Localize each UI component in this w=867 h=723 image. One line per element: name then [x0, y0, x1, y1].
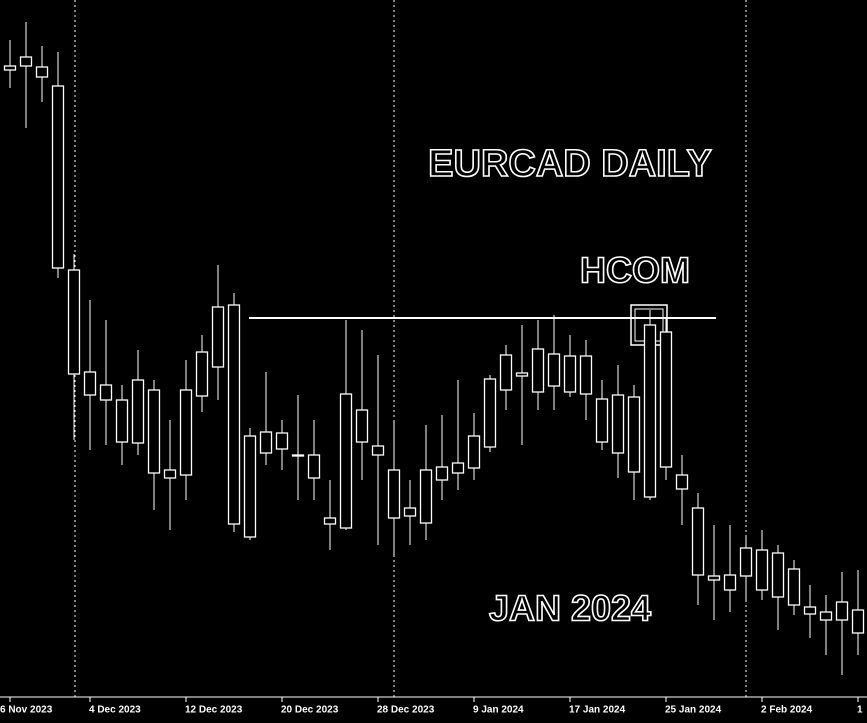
candle-body	[707, 575, 721, 581]
candle-body	[195, 351, 209, 397]
x-tick-label: 28 Dec 2023	[377, 705, 435, 716]
candle-body	[835, 601, 849, 621]
candle-body	[435, 466, 449, 481]
candle-body	[531, 348, 545, 393]
candle-body	[403, 507, 417, 517]
candle-body	[307, 454, 321, 479]
candle-body	[739, 547, 753, 577]
candle-body	[627, 396, 641, 473]
candle-body	[275, 432, 289, 450]
candle-body	[339, 393, 353, 529]
candle-body	[499, 354, 513, 391]
candle-body	[3, 65, 17, 71]
candle-body	[323, 517, 337, 525]
x-tick-label: 2 Feb 2024	[761, 705, 813, 716]
candle-body	[787, 568, 801, 606]
candle-body	[819, 611, 833, 621]
x-tick-label: 9 Jan 2024	[473, 705, 524, 716]
candle-body	[451, 462, 465, 474]
candle-body	[163, 469, 177, 479]
candle-body	[99, 384, 113, 401]
candle-body	[259, 431, 273, 454]
candle-body	[579, 355, 593, 395]
candle-body	[755, 549, 769, 591]
x-tick-label: 4 Dec 2023	[89, 705, 141, 716]
x-tick-label: 17 Jan 2024	[569, 705, 626, 716]
candle-body	[115, 399, 129, 443]
x-tick-label: 12 Dec 2023	[185, 705, 243, 716]
candle-body	[771, 552, 785, 598]
candle-body	[67, 269, 81, 375]
candle-body	[595, 398, 609, 443]
candle-body	[371, 445, 385, 456]
candle-body	[19, 56, 33, 67]
candle-body	[83, 371, 97, 396]
x-tick-label: 25 Jan 2024	[665, 705, 722, 716]
candle-body	[355, 409, 369, 443]
candle-body	[211, 306, 225, 368]
candle-body	[691, 507, 705, 576]
annotation: JAN 2024	[489, 588, 651, 629]
candle-body	[131, 379, 145, 444]
candle-body	[675, 474, 689, 490]
candle-body	[803, 606, 817, 615]
candle-body	[387, 469, 401, 519]
candle-body	[483, 378, 497, 448]
candle-body	[51, 85, 65, 269]
candle-body	[611, 394, 625, 454]
candle-body	[547, 353, 561, 387]
candle-body	[659, 331, 673, 468]
candle-body	[227, 304, 241, 525]
candle-body	[851, 609, 865, 634]
candle-body	[291, 454, 305, 457]
candle-body	[723, 574, 737, 591]
chart-title: EURCAD DAILY	[428, 143, 712, 185]
x-tick-label: 6 Nov 2023	[0, 705, 53, 716]
candle-body	[35, 66, 49, 78]
candle-body	[563, 355, 577, 393]
candle-body	[243, 435, 257, 538]
candle-body	[515, 372, 529, 377]
candle-body	[643, 324, 657, 498]
x-tick-label: 20 Dec 2023	[281, 705, 339, 716]
annotation: HCOM	[580, 250, 690, 291]
x-tick-label: 1	[857, 705, 863, 716]
candle-body	[147, 389, 161, 474]
candle-body	[179, 389, 193, 476]
candle-body	[467, 435, 481, 469]
candle-body	[419, 469, 433, 524]
